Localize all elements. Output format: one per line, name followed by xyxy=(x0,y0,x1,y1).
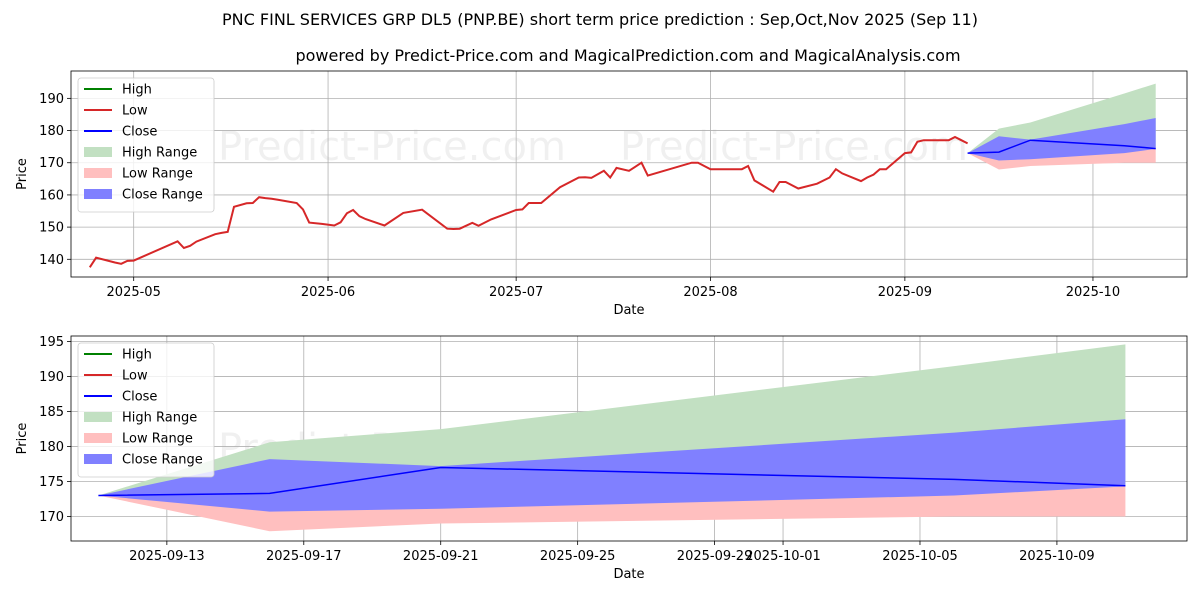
y-axis-label: Price xyxy=(15,423,30,455)
x-tick-label: 2025-10 xyxy=(1066,285,1120,300)
x-ticks: 2025-05 2025-06 2025-07 2025-08 2025-09 2025-… xyxy=(107,277,1120,300)
x-tick-label: 2025-06 xyxy=(301,285,355,300)
watermark-text: Predict-Price.com xyxy=(218,274,566,320)
x-tick-label: 2025-10-09 xyxy=(1019,549,1095,564)
legend-swatch-patch xyxy=(84,433,112,443)
plot-area xyxy=(98,344,1126,532)
watermark-text: Predict-Price.com xyxy=(620,274,968,320)
legend-label: Low Range xyxy=(122,432,193,447)
y-tick-label: 175 xyxy=(39,475,64,490)
close-range-band xyxy=(98,419,1126,512)
y-tick-label: 170 xyxy=(39,156,64,171)
y-tick-label: 195 xyxy=(39,335,64,350)
chart-title: PNC FINL SERVICES GRP DL5 (PNP.BE) short… xyxy=(222,10,978,29)
legend-label: Close xyxy=(122,390,157,405)
legend-label: High Range xyxy=(122,411,197,426)
y-tick-label: 180 xyxy=(39,124,64,139)
x-tick-label: 2025-08 xyxy=(683,285,737,300)
legend-swatch-patch xyxy=(84,454,112,464)
legend-label: Low xyxy=(122,369,148,384)
x-tick-label: 2025-10-01 xyxy=(745,549,821,564)
legend-label: Low Range xyxy=(122,167,193,182)
legend-box xyxy=(77,77,215,213)
x-tick-label: 2025-07 xyxy=(489,285,543,300)
x-tick-label: 2025-05 xyxy=(107,285,161,300)
y-ticks: 140 150 160 170 180 190 xyxy=(39,92,71,268)
x-ticks: 2025-09-13 2025-09-17 2025-09-21 2025-09-25… xyxy=(129,541,1095,564)
y-tick-label: 160 xyxy=(39,188,64,203)
watermark-text: Predict-Price.com xyxy=(218,124,566,170)
legend-label: High xyxy=(122,83,152,98)
axes-frame xyxy=(70,70,1188,278)
legend-box xyxy=(77,342,215,478)
legend-label: Close Range xyxy=(122,453,203,468)
legend-label: Close Range xyxy=(122,188,203,203)
y-tick-label: 180 xyxy=(39,440,64,455)
legend-label: High xyxy=(122,348,152,363)
watermark: Predict-Price.com Predict-Price.com Predic… xyxy=(218,124,968,320)
x-tick-label: 2025-10-05 xyxy=(882,549,958,564)
y-tick-label: 185 xyxy=(39,405,64,420)
y-tick-label: 170 xyxy=(39,510,64,525)
legend-label: Low xyxy=(122,104,148,119)
y-tick-label: 150 xyxy=(39,221,64,236)
close-range-band xyxy=(967,118,1156,161)
x-tick-label: 2025-09-25 xyxy=(540,549,616,564)
legend-swatch-patch xyxy=(84,168,112,178)
legend-swatch-patch xyxy=(84,412,112,422)
x-tick-label: 2025-09 xyxy=(878,285,932,300)
x-tick-label: 2025-09-17 xyxy=(266,549,342,564)
y-tick-label: 140 xyxy=(39,253,64,268)
low-line xyxy=(88,135,969,268)
history-panel: Predict-Price.com Predict-Price.com Predic… xyxy=(15,70,1188,320)
legend-swatch-patch xyxy=(84,147,112,157)
legend-swatch-patch xyxy=(84,189,112,199)
watermark-text: Predict-Price.com xyxy=(620,124,968,170)
forecast-panel: Predict-Price.comPredict-Price.com2025-0… xyxy=(15,335,1188,582)
legend-label: Close xyxy=(122,125,157,140)
chart-subtitle: powered by Predict-Price.com and Magical… xyxy=(295,46,960,65)
y-axis-label: Price xyxy=(15,158,30,190)
x-tick-label: 2025-09-29 xyxy=(677,549,753,564)
x-tick-label: 2025-09-21 xyxy=(403,549,479,564)
y-tick-label: 190 xyxy=(39,92,64,107)
legend-label: High Range xyxy=(122,146,197,161)
y-tick-label: 190 xyxy=(39,370,64,385)
y-ticks: 170 175 180 185 190 195 xyxy=(39,335,71,525)
legend: High Low Close High Range Low Range Close Ran… xyxy=(77,77,215,213)
grid xyxy=(71,71,1187,277)
x-axis-label: Date xyxy=(613,303,644,318)
x-tick-label: 2025-09-13 xyxy=(129,549,205,564)
plot-area xyxy=(88,83,1156,268)
axes-frame xyxy=(70,335,1188,542)
x-axis-label: Date xyxy=(613,567,644,582)
legend: High Low Close High Range Low Range Close Ran… xyxy=(77,342,215,478)
